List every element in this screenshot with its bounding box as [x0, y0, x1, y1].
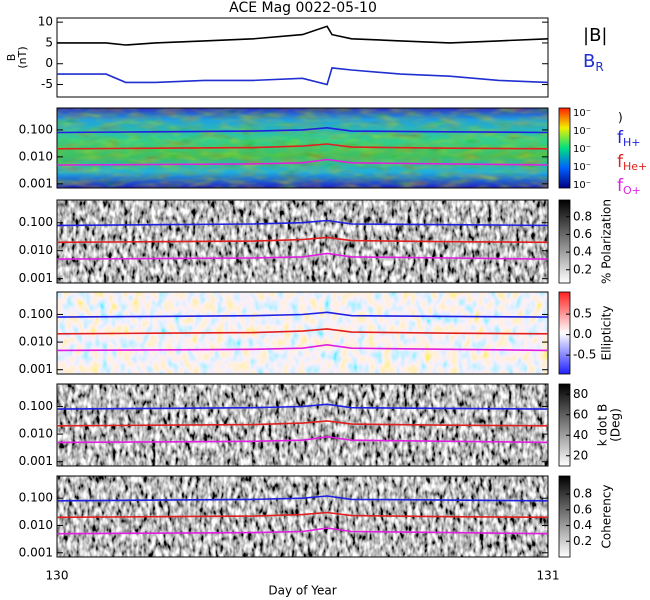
colorbar-label: 10⁻	[573, 180, 591, 191]
data-line	[56, 527, 549, 535]
colorbar-tick-label: 40	[573, 428, 588, 442]
chart-title: ACE Mag 0022-05-10	[229, 0, 377, 16]
x-tick-label: 131	[537, 569, 560, 583]
legend-label: fH+	[617, 128, 641, 149]
data-line	[56, 158, 549, 166]
colorbar-tick-label: 0.6	[573, 502, 592, 516]
data-line	[56, 403, 549, 410]
data-line	[56, 252, 549, 260]
legend-label: BR	[583, 51, 604, 74]
colorbar-title: Coherency	[600, 484, 614, 548]
colorbar	[558, 291, 571, 375]
legend-subscript: He+	[623, 160, 647, 173]
y-axis-label: B	[5, 54, 18, 62]
legend-label: B	[583, 51, 595, 72]
y-tick-label: 0.010	[19, 518, 53, 532]
colorbar-tick-label: 0.8	[573, 487, 592, 501]
colorbar-label: 10⁻	[573, 162, 591, 173]
y-tick-label: 0.100	[19, 307, 53, 321]
data-line	[56, 420, 549, 427]
colorbar-title: % Polarization	[600, 199, 614, 284]
x-axis-label: Day of Year	[268, 584, 336, 598]
colorbar	[558, 475, 571, 558]
data-line	[56, 236, 549, 244]
y-tick-label: 10	[38, 15, 53, 29]
legend-label: fHe+	[617, 152, 647, 173]
y-tick-label: 0.001	[19, 454, 53, 468]
colorbar-tick-label: 0.8	[573, 209, 592, 223]
colorbar-title: k dot B	[596, 404, 610, 446]
colorbar-title: Ellipticity	[600, 306, 614, 361]
colorbar	[558, 383, 571, 467]
data-line	[56, 126, 549, 134]
data-line	[57, 67, 549, 86]
y-tick-label: 0.001	[19, 271, 53, 285]
legend-subscript: H+	[623, 136, 641, 149]
legend-label: |B|	[583, 25, 607, 46]
y-tick-label: 0.100	[19, 491, 53, 505]
legend-label: fO+	[617, 176, 641, 197]
colorbar-title: )	[618, 111, 623, 125]
y-tick-label: 0.001	[19, 362, 53, 376]
colorbar-tick-label: 0.6	[573, 227, 592, 241]
y-tick-label: 0.010	[19, 427, 53, 441]
data-line	[56, 511, 549, 519]
colorbar-label: 10⁻	[573, 126, 591, 137]
y-tick-label: 5	[45, 35, 53, 49]
colorbar-tick-label: 60	[573, 407, 588, 421]
colorbar-title: (Deg)	[609, 408, 623, 442]
legend-label: |B|	[583, 25, 607, 46]
y-tick-label: 0.010	[19, 335, 53, 349]
y-axis-label: (nT)	[16, 46, 29, 68]
colorbar-tick-label: 0.0	[573, 327, 592, 341]
legend-symbol: f	[617, 152, 624, 172]
data-line	[56, 495, 549, 502]
y-tick-label: -5	[41, 77, 53, 91]
colorbar-label: 10⁻	[573, 108, 591, 119]
y-tick-label: 0.100	[19, 399, 53, 413]
data-line	[56, 328, 549, 335]
legend-subscript: R	[595, 60, 603, 74]
x-tick-label: 130	[46, 569, 69, 583]
colorbar-tick-label: 0.2	[573, 534, 592, 548]
colorbar-label: 10⁻	[573, 144, 591, 155]
colorbar	[558, 199, 571, 284]
colorbar-tick-label: 0.4	[573, 518, 592, 532]
colorbar-tick-label: 0.5	[573, 307, 592, 321]
data-line	[56, 311, 549, 318]
plot-frame	[56, 17, 549, 98]
colorbar-tick-label: 80	[573, 387, 588, 401]
y-tick-label: 0.100	[19, 122, 53, 136]
colorbar-tick-label: 0.4	[573, 245, 592, 259]
colorbar	[558, 107, 571, 189]
data-line	[56, 219, 549, 227]
legend-subscript: O+	[623, 184, 641, 197]
data-line	[56, 143, 549, 150]
colorbar-tick-label: 0.2	[573, 262, 592, 276]
y-tick-label: 0.010	[19, 243, 53, 257]
data-line	[57, 25, 549, 46]
y-tick-label: 0	[45, 56, 53, 70]
y-tick-label: 0.001	[19, 545, 53, 559]
colorbar-tick-label: 20	[573, 448, 588, 462]
y-tick-label: 0.001	[19, 176, 53, 190]
legend-symbol: f	[617, 176, 624, 196]
legend-symbol: f	[617, 128, 624, 148]
y-tick-label: 0.010	[19, 149, 53, 163]
colorbar-tick-label: -0.5	[573, 348, 596, 362]
data-line	[56, 343, 549, 352]
data-line	[56, 435, 549, 444]
y-tick-label: 0.100	[19, 215, 53, 229]
